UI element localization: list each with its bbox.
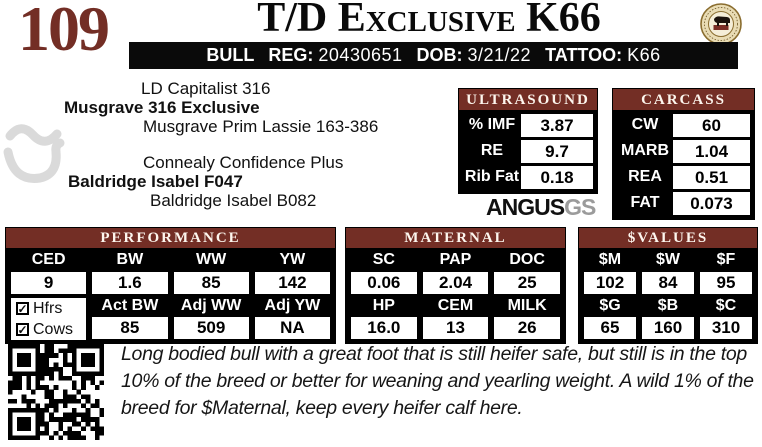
tattoo-value: K66 [627,45,661,65]
qr-code [8,344,105,441]
maternal-value: 16.0 [351,317,417,339]
qr-code-svg [8,344,105,441]
maternal-header: SC [372,251,395,268]
tattoo-label: TATTOO: [545,45,623,65]
dollar-values-value: 95 [700,272,752,294]
dollar-values-value: 102 [584,272,636,294]
lot-number: 109 [18,0,110,64]
performance-actual-header: Act BW [101,297,159,314]
pedigree-sire-dam: Musgrave Prim Lassie 163-386 [143,117,379,136]
performance-header: YW [279,251,306,268]
performance-header: CED [31,251,66,268]
dollar-values-header: $M [598,251,622,268]
maternal-header: HP [372,297,395,314]
dob-label: DOB: [416,45,463,65]
maternal-header: DOC [509,251,545,268]
maternal-title: MATERNAL [346,228,565,249]
ultrasound-row-label: % IMF [468,116,516,133]
dollar-values-header: $F [716,251,736,268]
dollar-values-header: $W [656,251,680,268]
reg-value: 20430651 [318,45,403,65]
carcass-row-label: CW [631,116,659,133]
pedigree-dam-dam: Baldridge Isabel B082 [150,191,317,210]
performance-value: 85 [173,272,249,294]
maternal-value: 13 [422,317,489,339]
performance-value: 142 [254,272,330,294]
performance-title: PERFORMANCE [6,228,335,249]
dollar-values-value: 310 [700,317,752,339]
performance-value: 9 [11,272,87,294]
sex-label: BULL [206,45,255,65]
performance-actual-header: Adj WW [180,297,242,314]
dollar-values-value: 65 [584,317,636,339]
performance-actual-header: Adj YW [264,297,321,314]
ultrasound-row-value: 0.18 [521,166,593,189]
maternal-header: PAP [439,251,472,268]
dollar-values-header: $B [657,297,679,314]
dollar-values-title: $VALUES [579,228,757,249]
maternal-header: CEM [437,297,474,314]
ranch-watermark-icon [3,124,65,183]
pedigree-dam: Baldridge Isabel F047 [68,172,243,191]
dollar-values-table: $VALUES $M $W $F 102 84 95 $G $B $C 65 1… [578,227,758,344]
dob-value: 3/21/22 [467,45,532,65]
carcass-table: CARCASS CW 60 MARB 1.04 REA 0.51 FAT 0.0… [612,88,755,220]
performance-actual-value: NA [254,317,330,339]
reg-label: REG: [268,45,314,65]
dam-progeny-checkboxes: ✓ Hfrs ✓ Cows [11,298,87,340]
performance-actual-value: 85 [92,317,168,339]
ultrasound-row-value: 3.87 [521,114,593,137]
page-title: T/D Exclusive K66 [257,0,601,41]
checkbox-hfrs: ✓ Hfrs [16,300,86,318]
maternal-value: 2.04 [422,272,489,294]
ultrasound-table: ULTRASOUND % IMF 3.87 RE 9.7 Rib Fat 0.1… [458,88,598,194]
dollar-values-header: $C [715,297,737,314]
maternal-value: 0.06 [351,272,417,294]
checkbox-hfrs-label: Hfrs [33,299,63,317]
maternal-table: MATERNAL SC PAP DOC 0.06 2.04 25 HP CEM … [345,227,566,344]
carcass-row-label: REA [628,168,662,185]
carcass-row-label: MARB [621,142,669,159]
ultrasound-title: ULTRASOUND [459,89,597,111]
performance-actual-value: 509 [173,317,249,339]
checkbox-checked-icon: ✓ [16,301,29,316]
lot-description: Long bodied bull with a great foot that … [121,343,754,419]
angus-gs-logo-part2: GS [564,194,596,220]
maternal-value: 26 [494,317,560,339]
performance-header: WW [196,251,227,268]
pedigree-sire: Musgrave 316 Exclusive [64,98,260,117]
info-bar: BULL REG: 20430651 DOB: 3/21/22 TATTOO: … [129,42,738,69]
angus-gs-logo-part1: ANGUS [486,194,565,220]
dollar-values-value: 84 [642,272,694,294]
carcass-row-value: 60 [673,114,750,137]
carcass-row-value: 0.51 [673,166,750,189]
association-seal-icon [700,3,742,45]
carcass-row-value: 0.073 [673,192,750,215]
dollar-values-header: $G [599,297,621,314]
angus-gs-logo: ANGUSGS [486,194,596,221]
pedigree-dam-sire: Connealy Confidence Plus [143,153,344,172]
carcass-row-label: FAT [630,194,660,211]
checkbox-cows: ✓ Cows [16,321,86,339]
pedigree-sire-sire: LD Capitalist 316 [141,79,271,98]
performance-table: PERFORMANCE CED BW WW YW 9 1.6 85 142 ✓ … [5,227,336,344]
performance-header: BW [116,251,144,268]
maternal-value: 25 [494,272,560,294]
checkbox-checked-icon: ✓ [16,322,29,337]
ultrasound-row-label: RE [480,142,504,159]
dollar-values-value: 160 [642,317,694,339]
carcass-row-value: 1.04 [673,140,750,163]
ultrasound-row-label: Rib Fat [464,168,520,185]
carcass-title: CARCASS [613,89,754,111]
performance-value: 1.6 [92,272,168,294]
checkbox-cows-label: Cows [33,320,74,338]
maternal-header: MILK [507,297,547,314]
ultrasound-row-value: 9.7 [521,140,593,163]
